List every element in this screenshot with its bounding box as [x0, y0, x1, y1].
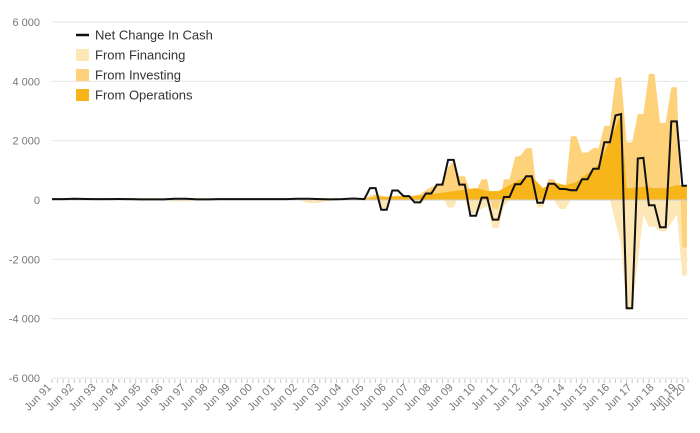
operations-area: [52, 114, 687, 200]
y-tick-label: -4 000: [9, 314, 40, 326]
y-tick-label: 6 000: [12, 17, 40, 29]
legend-swatch-financing: [76, 49, 89, 61]
legend-swatch-investing: [76, 69, 89, 81]
area-series: [52, 73, 687, 310]
y-axis-ticks: 6 000 4 000 2 000 0 -2 000 -4 000 -6 000: [9, 17, 40, 385]
y-tick-label: 4 000: [12, 76, 40, 88]
legend-item: Net Change In Cash: [76, 28, 213, 43]
legend-item: From Financing: [76, 48, 185, 63]
legend-item: From Operations: [76, 88, 193, 103]
legend-label: From Financing: [95, 48, 185, 63]
net-change-line-layer: [52, 112, 687, 310]
y-tick-label: -2 000: [9, 254, 40, 266]
legend-label: From Investing: [95, 68, 181, 83]
legend-swatch-operations: [76, 89, 89, 101]
legend-label: Net Change In Cash: [95, 28, 213, 43]
y-tick-label: 0: [34, 195, 40, 207]
y-tick-label: 2 000: [12, 136, 40, 148]
net-change-line: [52, 112, 687, 310]
legend: Net Change In Cash From Financing From Inv…: [76, 28, 213, 103]
y-tick-label: -6 000: [9, 373, 40, 385]
legend-label: From Operations: [95, 88, 193, 103]
legend-item: From Investing: [76, 68, 181, 83]
